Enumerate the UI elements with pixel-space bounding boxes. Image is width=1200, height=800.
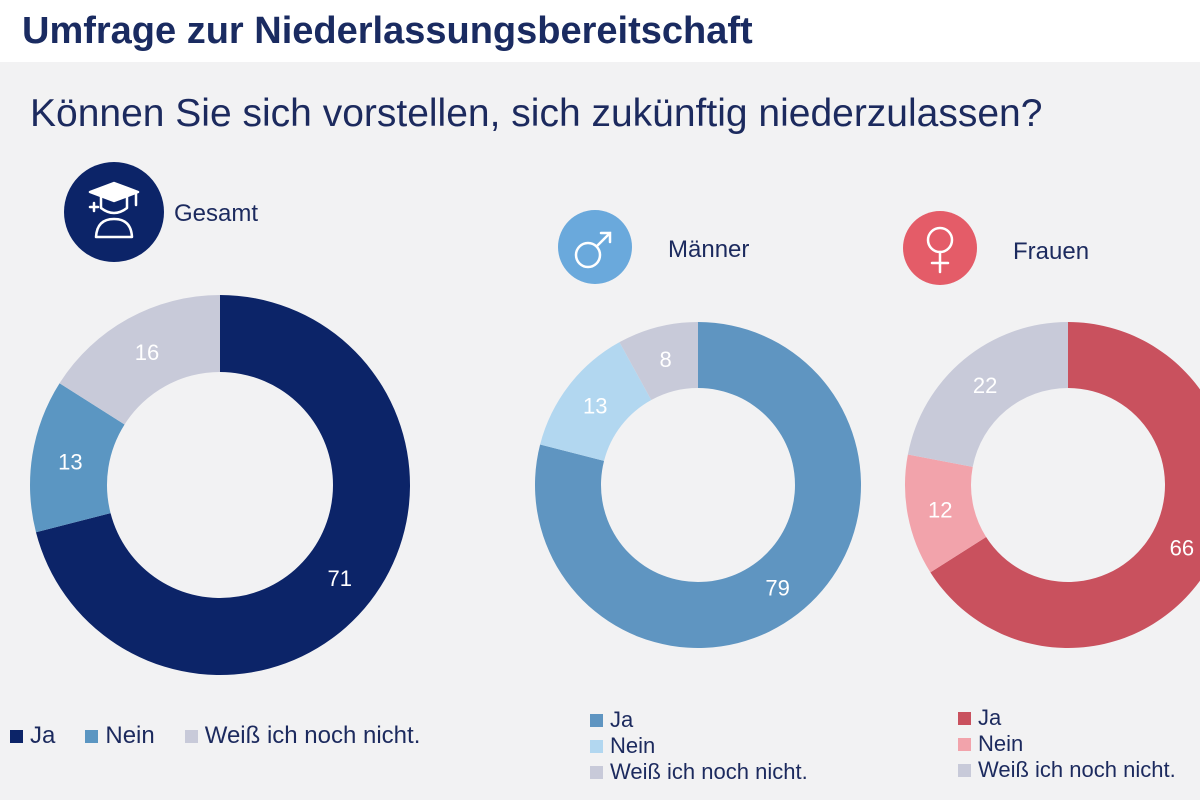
page-title: Umfrage zur Niederlassungsbereitschaft (22, 10, 753, 52)
donut-slice-weiss-nicht (59, 295, 220, 425)
donut-gesamt: 71 13 16 (29, 295, 410, 675)
data-label-nein: 13 (583, 393, 607, 418)
legend-item-ja: Ja (958, 705, 1176, 731)
title-bar (0, 0, 1200, 62)
survey-question: Können Sie sich vorstellen, sich zukünft… (30, 92, 1043, 135)
data-label-weiss-nicht: 8 (660, 347, 672, 372)
legend-item-nein: Nein (958, 731, 1176, 757)
graduate-icon (88, 181, 140, 239)
donut-slice-ja (930, 322, 1200, 648)
legend-swatch (958, 737, 971, 751)
legend-item-weiss-nicht: Weiß ich noch nicht. (958, 757, 1176, 783)
legend-label: Weiß ich noch nicht. (610, 759, 808, 784)
legend-label: Nein (978, 731, 1024, 756)
donut-slice-nein (540, 342, 652, 461)
donut-slice-nein (904, 454, 987, 573)
data-label-nein: 13 (58, 449, 82, 474)
chart-title-frauen: Frauen (1013, 238, 1090, 265)
legend-frauen: Ja Nein Weiß ich noch nicht. (958, 705, 1176, 783)
legend-gesamt: Ja Nein Weiß ich noch nicht. (10, 722, 420, 750)
legend-item-weiss-nicht: Weiß ich noch nicht. (590, 759, 808, 785)
legend-swatch (958, 763, 971, 777)
donut-slice-ja (535, 322, 861, 648)
legend-item-ja: Ja (10, 722, 55, 750)
legend-swatch (184, 729, 198, 743)
legend-maenner: Ja Nein Weiß ich noch nicht. (590, 707, 808, 785)
legend-label: Weiß ich noch nicht. (978, 757, 1176, 782)
chart-title-gesamt: Gesamt (174, 200, 259, 227)
donut-slice-weiss-nicht (907, 322, 1068, 467)
data-label-nein: 12 (928, 497, 952, 522)
donut-frauen: 66 12 22 (904, 322, 1200, 648)
donut-slice-nein (29, 383, 125, 533)
data-label-weiss-nicht: 16 (135, 340, 159, 365)
legend-item-nein: Nein (590, 733, 808, 759)
legend-label: Weiß ich noch nicht. (204, 722, 421, 749)
data-label-ja: 66 (1170, 536, 1194, 561)
male-symbol-icon (574, 231, 612, 269)
chart-title-maenner: Männer (668, 236, 750, 263)
data-label-weiss-nicht: 22 (973, 373, 997, 398)
legend-label: Nein (610, 733, 656, 758)
frauen-badge (903, 211, 977, 285)
legend-swatch (85, 729, 99, 743)
maenner-badge (558, 210, 632, 284)
data-label-ja: 79 (765, 576, 789, 601)
legend-label: Ja (978, 705, 1002, 730)
legend-label: Ja (30, 722, 56, 749)
data-label-ja: 71 (327, 566, 351, 591)
donut-slice-weiss-nicht (619, 322, 698, 400)
donut-maenner: 79 13 8 (535, 322, 861, 648)
legend-item-ja: Ja (590, 707, 808, 733)
legend-swatch (590, 739, 603, 753)
legend-item-weiss-nicht: Weiß ich noch nicht. (184, 722, 421, 750)
legend-swatch (590, 765, 603, 779)
legend-swatch (958, 711, 971, 725)
legend-swatch (590, 713, 603, 727)
legend-item-nein: Nein (85, 722, 155, 750)
legend-label: Nein (105, 722, 155, 749)
female-symbol-icon (926, 226, 954, 274)
legend-swatch (10, 729, 23, 743)
donut-slice-ja (35, 295, 410, 675)
legend-label: Ja (610, 707, 634, 732)
